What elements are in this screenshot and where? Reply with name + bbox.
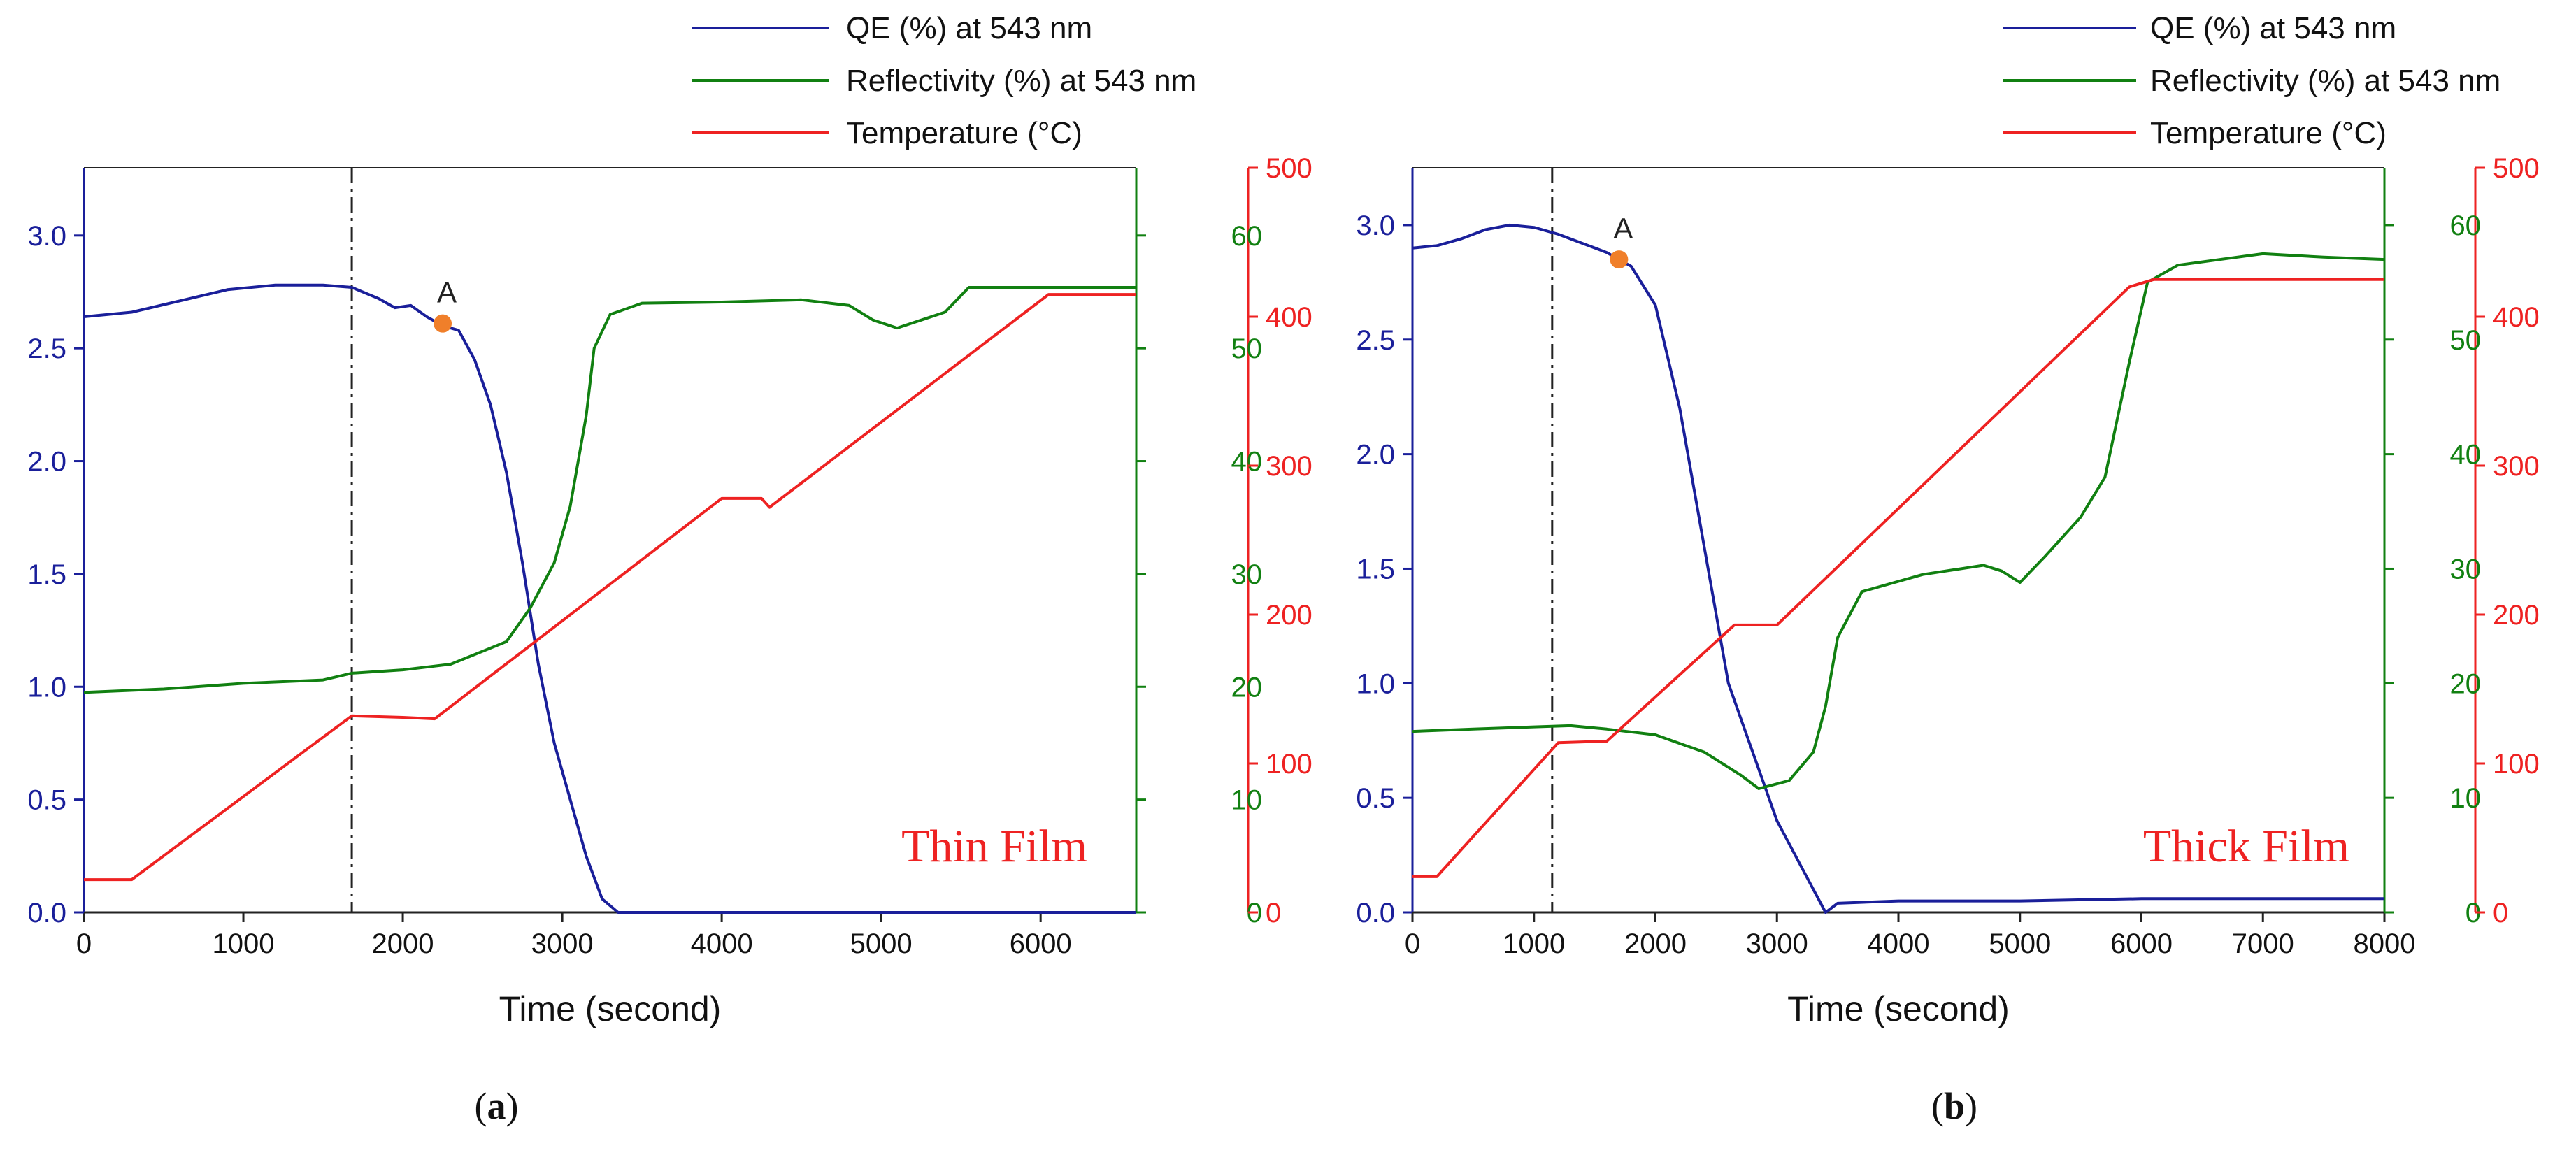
caption-a: (a)	[475, 1085, 519, 1127]
chart-b-qe-tick-label: 0.5	[1356, 783, 1395, 814]
chart-a-reflectivity-tick-label: 60	[1231, 221, 1263, 252]
chart-a-reflectivity-series-line	[83, 286, 1136, 694]
chart-b-reflectivity-tick-label: 30	[2450, 554, 2482, 584]
legend-a-qe-label: QE (%) at 543 nm	[846, 11, 1092, 45]
caption-b-letter: b	[1944, 1085, 1965, 1127]
chart-a-qe-tick-label: 2.5	[27, 333, 66, 364]
chart-b-x-tick-label: 7000	[2232, 928, 2294, 959]
chart-b-x-tick-label: 1000	[1503, 928, 1565, 959]
chart-a-reflectivity-tick-label: 50	[1231, 333, 1263, 364]
chart-b-reflectivity-tick-label: 50	[2450, 325, 2482, 356]
chart-a-qe-series-line	[83, 283, 1136, 914]
legend-a-temperature-label: Temperature (°C)	[846, 116, 1082, 150]
chart-b-temperature-tick-label: 400	[2493, 302, 2540, 333]
chart-a-temperature-tick-label: 300	[1266, 451, 1312, 482]
chart-b-marker-a-label: A	[1613, 212, 1633, 245]
chart-b-qe-series-line	[1412, 223, 2384, 914]
legend-b-qe-label: QE (%) at 543 nm	[2150, 11, 2396, 45]
chart-a-x-tick-label: 0	[76, 928, 92, 959]
chart-b-qe-tick-label: 1.0	[1356, 668, 1395, 699]
chart-a-marker-a-point	[434, 314, 452, 333]
chart-a-reflectivity-tick-label: 30	[1231, 559, 1263, 590]
chart-b-x-tick-label: 3000	[1746, 928, 1808, 959]
chart-a-temperature-tick-label: 200	[1266, 600, 1312, 631]
chart-a-x-tick-label: 3000	[531, 928, 594, 959]
chart-b-film-type-label: Thick Film	[2143, 821, 2349, 872]
legend-b: QE (%) at 543 nm Reflectivity (%) at 543…	[2003, 11, 2500, 150]
chart-a-qe-tick-label: 0.0	[27, 898, 66, 928]
legend-b-reflectivity-label: Reflectivity (%) at 543 nm	[2150, 64, 2500, 98]
chart-b-x-axis-label: Time (second)	[1787, 989, 2010, 1028]
chart-a-temperature-series-line	[84, 293, 1136, 882]
chart-a-qe-tick-label: 1.0	[27, 672, 66, 703]
chart-a-film-type-label: Thin Film	[901, 821, 1087, 872]
chart-a-x-tick-label: 2000	[372, 928, 434, 959]
caption-b: (b)	[1931, 1085, 1977, 1127]
chart-a-temperature-tick-label: 400	[1266, 302, 1312, 333]
chart-a-reflectivity-tick-label: 40	[1231, 447, 1263, 478]
chart-b-qe-tick-label: 2.5	[1356, 325, 1395, 356]
chart-b-reflectivity-series-line	[1412, 252, 2385, 790]
chart-a-x-tick-label: 4000	[691, 928, 753, 959]
chart-b-marker-a-point	[1610, 250, 1629, 269]
chart-b-reflectivity-tick-label: 0	[2466, 898, 2481, 928]
chart-a-temperature-tick-label: 0	[1266, 898, 1281, 928]
chart-b-x-tick-label: 2000	[1624, 928, 1687, 959]
chart-b-x-tick-label: 8000	[2354, 928, 2416, 959]
chart-a-reflectivity-tick-label: 20	[1231, 672, 1263, 703]
chart-b-x-tick-label: 5000	[1989, 928, 2051, 959]
chart-b-temperature-tick-label: 0	[2493, 898, 2508, 928]
chart-b-temperature-tick-label: 100	[2493, 749, 2540, 780]
chart-b-qe-tick-label: 2.0	[1356, 440, 1395, 471]
chart-b-reflectivity-tick-label: 20	[2450, 668, 2482, 699]
chart-a-qe-tick-label: 3.0	[27, 221, 66, 252]
chart-a-reflectivity-tick-label: 10	[1231, 785, 1263, 816]
chart-b-temperature-series-line	[1412, 278, 2384, 878]
legend-b-temperature-label: Temperature (°C)	[2150, 116, 2387, 150]
chart-b-x-tick-label: 4000	[1868, 928, 1930, 959]
chart-b-temperature-tick-label: 300	[2493, 451, 2540, 482]
chart-a-x-axis-label: Time (second)	[499, 989, 722, 1028]
chart-b-x-tick-label: 0	[1405, 928, 1420, 959]
caption-a-letter: a	[487, 1085, 506, 1127]
legend-a: QE (%) at 543 nm Reflectivity (%) at 543…	[692, 11, 1196, 150]
chart-a-marker-a-label: A	[437, 276, 457, 309]
chart-a-temperature-tick-label: 100	[1266, 749, 1312, 780]
chart-a-x-tick-label: 6000	[1010, 928, 1072, 959]
legend-a-reflectivity-label: Reflectivity (%) at 543 nm	[846, 64, 1196, 98]
chart-b-temperature-tick-label: 500	[2493, 153, 2540, 184]
chart-b-reflectivity-tick-label: 60	[2450, 210, 2482, 241]
chart-b-temperature-tick-label: 200	[2493, 600, 2540, 631]
chart-a-qe-tick-label: 0.5	[27, 785, 66, 816]
chart-a-qe-tick-label: 2.0	[27, 447, 66, 478]
chart-b-qe-tick-label: 0.0	[1356, 898, 1395, 928]
chart-b-qe-tick-label: 3.0	[1356, 210, 1395, 241]
chart-b-qe-tick-label: 1.5	[1356, 554, 1395, 584]
chart-a-x-tick-label: 1000	[213, 928, 275, 959]
chart-a-x-tick-label: 5000	[850, 928, 913, 959]
chart-a-temperature-tick-label: 500	[1266, 153, 1312, 184]
chart-a-qe-tick-label: 1.5	[27, 559, 66, 590]
chart-b-x-tick-label: 6000	[2110, 928, 2173, 959]
chart-b-reflectivity-tick-label: 10	[2450, 783, 2482, 814]
